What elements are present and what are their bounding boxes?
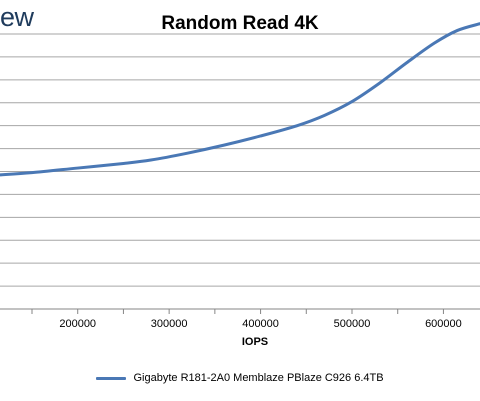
legend-label: Gigabyte R181-2A0 Memblaze PBlaze C926 6… xyxy=(133,372,384,384)
x-tick-label: 600000 xyxy=(425,318,462,330)
chart-legend: Gigabyte R181-2A0 Memblaze PBlaze C926 6… xyxy=(0,372,480,384)
chart-title: Random Read 4K xyxy=(161,13,319,34)
x-tick-label: 300000 xyxy=(151,318,188,330)
x-tick-label: 200000 xyxy=(59,318,96,330)
logo-text: ew xyxy=(0,2,34,32)
x-axis-title: IOPS xyxy=(242,336,268,348)
x-tick-label: 400000 xyxy=(242,318,279,330)
legend-swatch xyxy=(96,376,127,380)
series-line xyxy=(0,22,480,177)
x-tick-label: 500000 xyxy=(334,318,371,330)
